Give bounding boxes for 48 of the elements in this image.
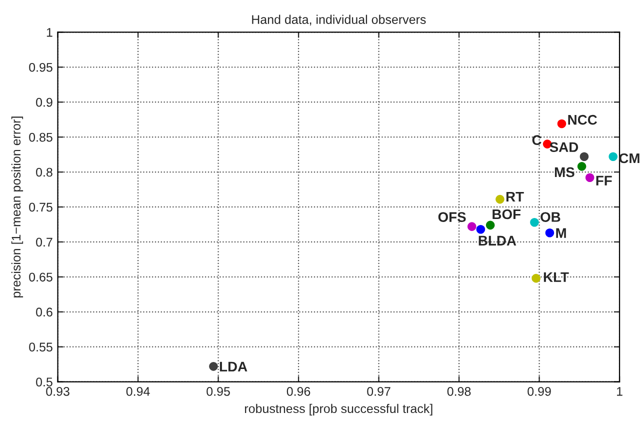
y-tick-label: 0.5	[36, 378, 52, 386]
x-tick-label: 0.99	[528, 387, 551, 396]
series-label: MS	[554, 167, 574, 178]
x-tick-label: 0.93	[46, 387, 70, 396]
point	[580, 152, 589, 162]
point	[557, 119, 566, 128]
series-label: OFS	[438, 212, 466, 222]
x-tick-label: 0.94	[126, 387, 150, 396]
point	[585, 173, 594, 182]
point	[530, 218, 539, 227]
point	[496, 194, 504, 204]
y-tick-label: 0.8	[36, 168, 52, 177]
point	[467, 222, 476, 231]
series-label: C	[532, 135, 542, 146]
y-axis-title: precision [1−mean position error]	[11, 116, 24, 298]
y-tick-label: 0.65	[29, 272, 52, 282]
y-tick-label: 0.85	[29, 132, 52, 142]
series-label: M	[556, 228, 566, 238]
y-tick-label: 1	[46, 28, 52, 37]
x-tick-label: 0.97	[367, 387, 390, 396]
chart-title: Hand data, individual observers	[252, 14, 426, 26]
x-tick-label: 0.96	[286, 387, 310, 396]
point	[545, 228, 554, 238]
series-label: OB	[540, 212, 560, 222]
series-label: BLDA	[478, 236, 516, 246]
point	[476, 224, 486, 234]
x-tick-label: 1	[617, 387, 622, 396]
y-tick-label: 0.55	[29, 342, 52, 352]
point	[486, 220, 495, 230]
y-tick-label: 0.9	[36, 98, 52, 107]
x-axis-title: robustness [prob successful track]	[245, 404, 432, 416]
point	[608, 152, 618, 162]
series-label: KLT	[544, 272, 569, 282]
point	[209, 362, 218, 371]
x-tick-label: 0.98	[447, 387, 471, 396]
series-label: BOF	[492, 209, 521, 220]
y-tick-label: 0.7	[36, 238, 52, 247]
series-label: RT	[506, 192, 524, 202]
y-tick-label: 0.75	[29, 202, 52, 212]
series-label: SAD	[550, 142, 578, 152]
series-label: LDA	[220, 362, 248, 372]
point	[577, 162, 586, 171]
series-label: FF	[596, 176, 612, 186]
series-label: NCC	[568, 114, 598, 125]
y-tick-label: 0.95	[29, 62, 52, 72]
y-tick-label: 0.6	[36, 308, 52, 317]
point	[532, 274, 540, 283]
x-tick-label: 0.95	[206, 387, 230, 396]
